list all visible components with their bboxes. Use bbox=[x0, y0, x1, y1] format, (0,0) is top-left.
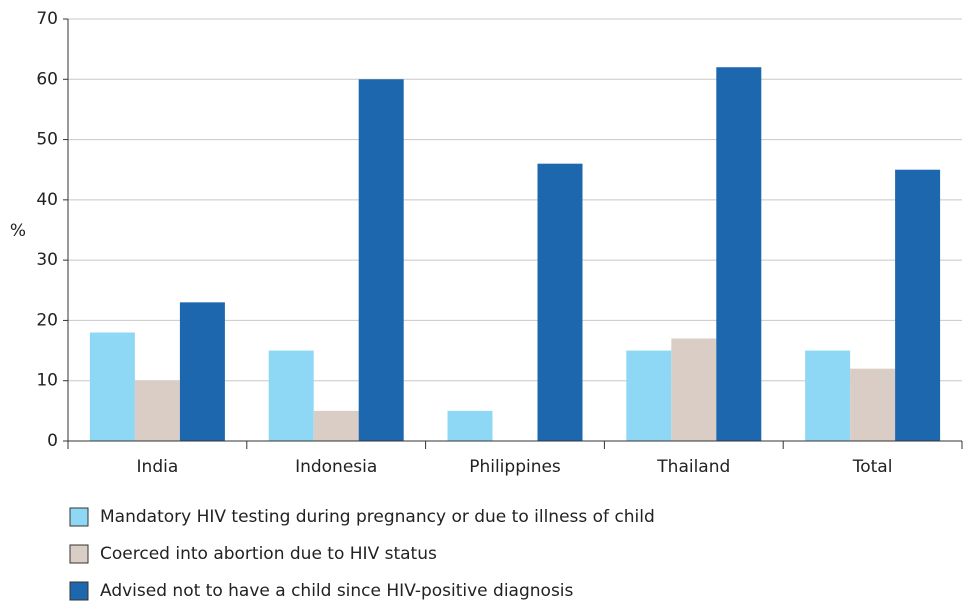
y-tick-label: 70 bbox=[36, 9, 58, 29]
bar bbox=[626, 350, 672, 441]
bar bbox=[313, 410, 359, 441]
y-tick-label: 0 bbox=[47, 431, 58, 451]
bar bbox=[268, 350, 314, 441]
bar bbox=[358, 79, 404, 442]
bar bbox=[134, 380, 180, 441]
legend-label: Coerced into abortion due to HIV status bbox=[100, 544, 437, 564]
y-axis-label: % bbox=[10, 221, 26, 241]
y-tick-label: 10 bbox=[36, 371, 58, 391]
bar bbox=[179, 302, 225, 441]
bar bbox=[805, 350, 851, 441]
x-tick-label: Philippines bbox=[469, 457, 561, 477]
y-tick-label: 20 bbox=[36, 310, 58, 330]
x-tick-label: India bbox=[137, 457, 179, 477]
bar bbox=[89, 332, 135, 441]
bar bbox=[850, 368, 896, 441]
x-tick-label: Total bbox=[852, 457, 893, 477]
y-tick-label: 30 bbox=[36, 250, 58, 270]
bar bbox=[537, 163, 583, 441]
y-tick-label: 40 bbox=[36, 190, 58, 210]
x-tick-label: Thailand bbox=[656, 457, 730, 477]
bar bbox=[671, 338, 717, 441]
x-tick-label: Indonesia bbox=[295, 457, 377, 477]
bar bbox=[447, 410, 493, 441]
bar bbox=[716, 67, 762, 441]
legend-swatch bbox=[69, 581, 89, 601]
legend-label: Mandatory HIV testing during pregnancy o… bbox=[100, 507, 655, 527]
bar bbox=[895, 169, 941, 441]
legend-swatch bbox=[69, 507, 89, 527]
legend-label: Advised not to have a child since HIV-po… bbox=[100, 581, 574, 601]
y-tick-label: 60 bbox=[36, 69, 58, 89]
y-tick-label: 50 bbox=[36, 130, 58, 150]
legend-swatch bbox=[69, 544, 89, 564]
